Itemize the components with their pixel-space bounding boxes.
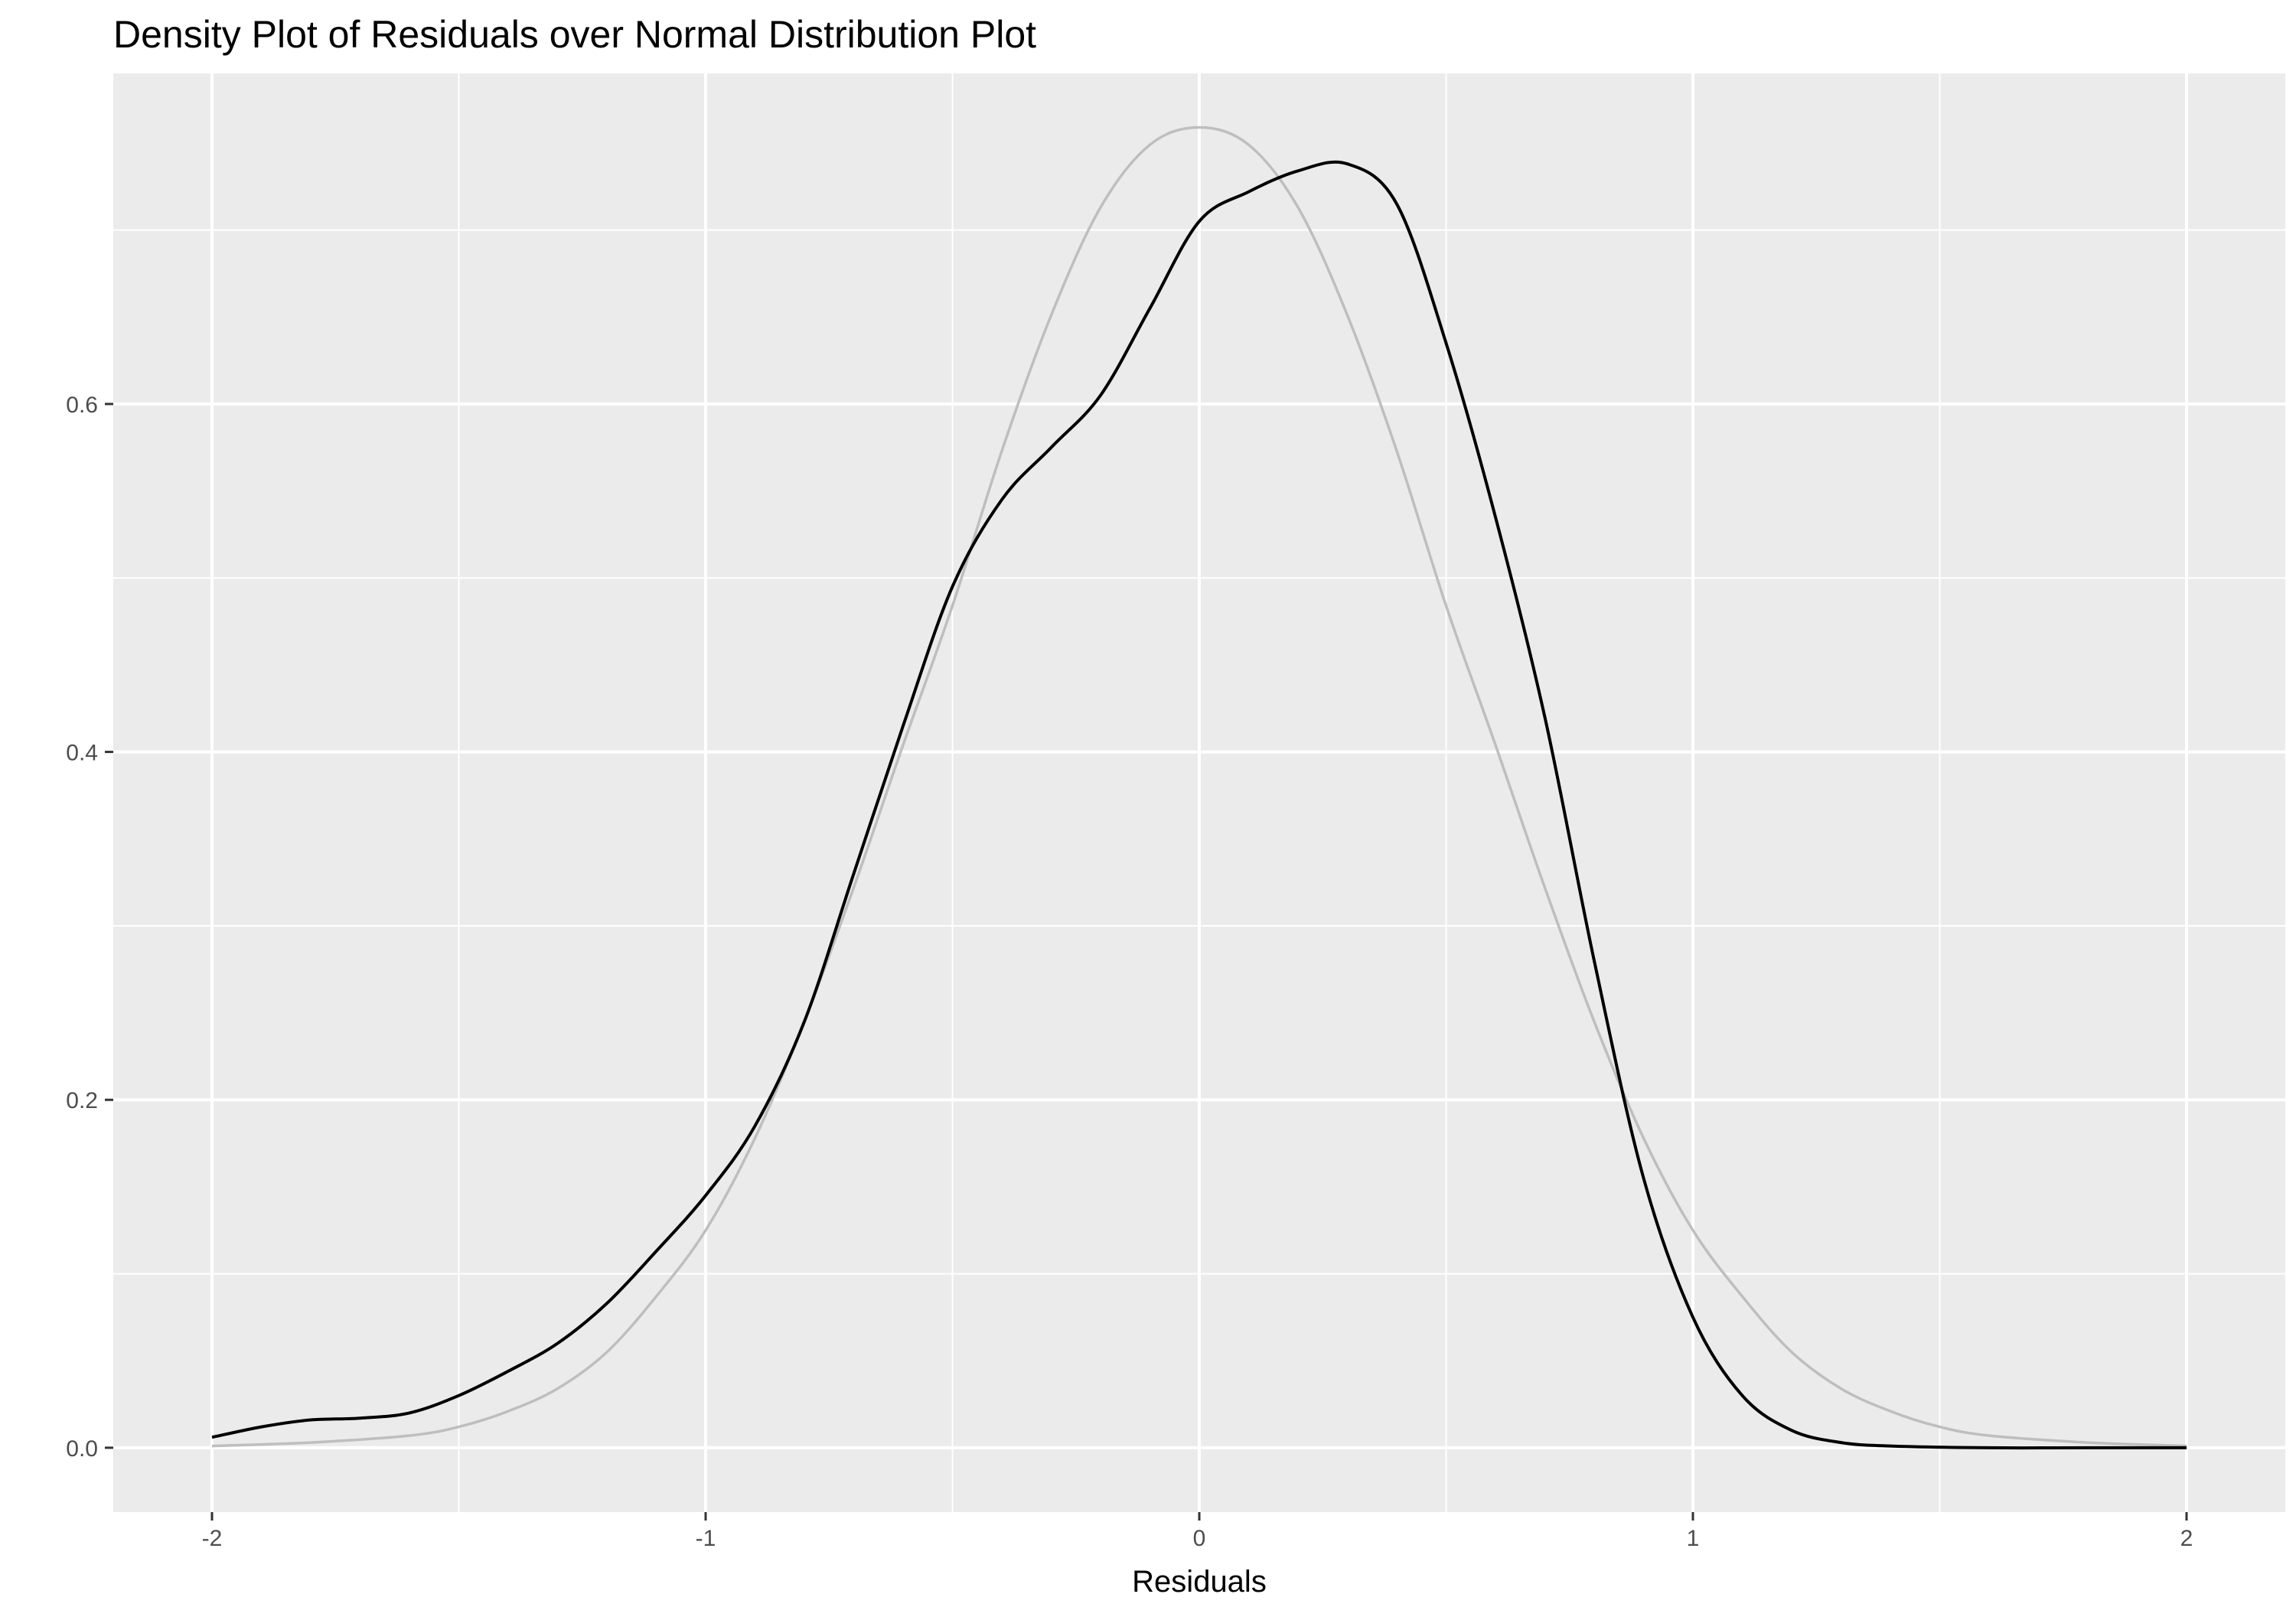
x-axis-title: Residuals (1132, 1565, 1267, 1599)
series-line-0 (211, 125, 2187, 1448)
x-tick-label-3: 1 (1687, 1526, 1700, 1551)
x-tick-label-0: -2 (202, 1526, 223, 1551)
x-tick-label-1: -1 (696, 1526, 716, 1551)
y-tick-label-0: 0.0 (66, 1436, 98, 1462)
x-axis: -2 -1 0 1 2 (202, 1512, 2193, 1551)
y-tick-label-1: 0.2 (66, 1088, 98, 1113)
y-tick-label-3: 0.6 (66, 393, 98, 418)
y-tick-label-2: 0.4 (66, 741, 98, 766)
x-tick-label-2: 0 (1193, 1526, 1206, 1551)
series-line-1 (211, 160, 2187, 1450)
chart-title: Density Plot of Residuals over Normal Di… (113, 13, 1036, 56)
y-axis: 0.0 0.2 0.4 0.6 (66, 393, 113, 1462)
series-layer (211, 125, 2187, 1450)
major-gridlines (113, 73, 2285, 1512)
x-tick-label-4: 2 (2180, 1526, 2193, 1551)
